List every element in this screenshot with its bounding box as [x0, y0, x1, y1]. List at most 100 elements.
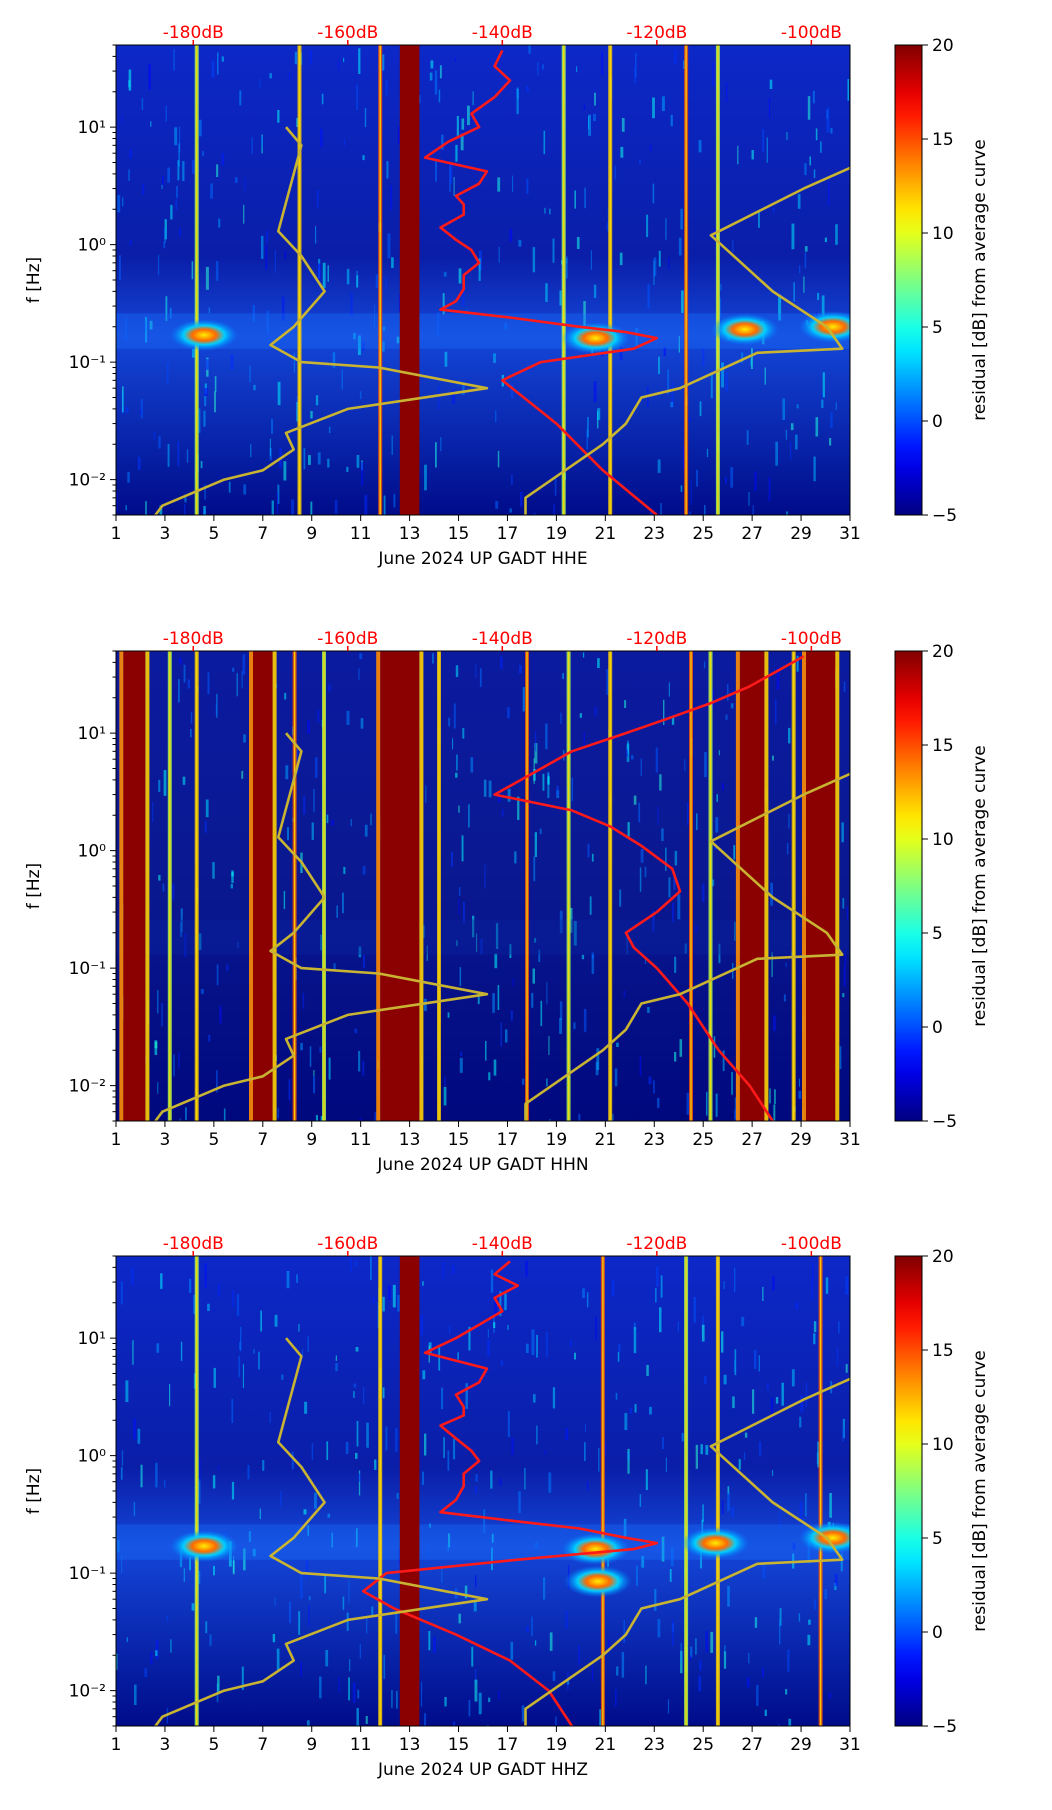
texture-streak	[159, 505, 163, 515]
x-tick-label: 29	[790, 1130, 812, 1150]
texture-streak	[355, 1452, 358, 1459]
texture-streak	[668, 257, 670, 270]
texture-streak	[313, 1070, 315, 1077]
texture-streak	[725, 82, 728, 102]
texture-streak	[333, 963, 336, 970]
texture-streak	[507, 707, 510, 719]
texture-streak	[799, 1501, 803, 1520]
texture-streak	[141, 98, 144, 110]
texture-streak	[364, 494, 368, 515]
texture-streak	[198, 1570, 201, 1584]
y-tick-label: 10⁰	[78, 236, 107, 256]
texture-streak	[754, 1349, 757, 1370]
texture-streak	[546, 981, 548, 1005]
texture-streak	[163, 770, 167, 796]
texture-streak	[424, 1713, 426, 1726]
texture-streak	[813, 169, 816, 179]
texture-streak	[346, 1612, 349, 1631]
texture-streak	[125, 407, 129, 414]
texture-streak	[731, 1072, 733, 1095]
texture-streak	[583, 301, 586, 326]
texture-streak	[223, 1108, 226, 1121]
texture-streak	[761, 1667, 764, 1678]
colorbar	[894, 650, 923, 1122]
texture-streak	[710, 372, 713, 399]
texture-streak	[540, 1000, 543, 1027]
texture-streak	[764, 1709, 767, 1716]
texture-streak	[840, 1553, 843, 1572]
texture-streak	[660, 503, 662, 515]
texture-streak	[661, 96, 665, 111]
colorbar-tick-label: 15	[932, 736, 954, 756]
texture-streak	[392, 1284, 396, 1308]
curve-nlnm	[153, 732, 489, 1121]
texture-streak	[120, 1467, 123, 1480]
texture-streak	[308, 1605, 310, 1626]
curve-nhnm	[524, 1376, 850, 1726]
texture-streak	[842, 1427, 844, 1442]
texture-streak	[447, 1450, 450, 1471]
top-db-label: -120dB	[626, 629, 687, 649]
texture-streak	[817, 1441, 820, 1468]
texture-streak	[177, 441, 180, 467]
texture-streak	[672, 1620, 674, 1646]
texture-streak	[370, 813, 372, 826]
texture-streak	[658, 250, 661, 267]
texture-streak	[363, 955, 365, 969]
texture-streak	[473, 1599, 477, 1612]
texture-streak	[821, 295, 825, 316]
energy-blob	[564, 1565, 632, 1598]
texture-streak	[360, 718, 364, 729]
bright-day-core	[298, 45, 301, 515]
texture-streak	[627, 822, 630, 837]
texture-streak	[783, 994, 786, 1002]
texture-streak	[296, 118, 299, 127]
texture-streak	[218, 1465, 220, 1471]
colorbar-tick-label: 20	[932, 36, 954, 56]
energy-blob	[170, 1530, 239, 1563]
texture-streak	[243, 734, 246, 743]
texture-streak	[606, 222, 609, 231]
texture-streak	[452, 1721, 456, 1726]
colorbar-tick-label: −5	[932, 1717, 957, 1737]
texture-streak	[353, 1391, 355, 1398]
texture-streak	[307, 1525, 309, 1536]
top-db-label: -180dB	[163, 1234, 224, 1254]
texture-streak	[734, 922, 736, 941]
texture-streak	[484, 864, 486, 889]
texture-streak	[353, 1383, 356, 1388]
texture-streak	[703, 661, 706, 669]
texture-streak	[507, 1324, 509, 1330]
texture-streak	[328, 684, 331, 692]
texture-streak	[167, 444, 170, 467]
colorbar-tick-label: 5	[932, 924, 943, 944]
texture-streak	[766, 137, 768, 163]
texture-streak	[128, 169, 130, 181]
saturated-edge	[272, 651, 277, 1121]
texture-streak	[274, 1314, 278, 1327]
texture-streak	[261, 134, 263, 154]
texture-streak	[669, 1569, 672, 1582]
texture-streak	[732, 240, 734, 253]
texture-streak	[702, 348, 705, 366]
texture-streak	[582, 1288, 585, 1299]
texture-streak	[710, 1631, 714, 1653]
texture-streak	[205, 266, 209, 290]
texture-streak	[548, 1036, 550, 1055]
texture-streak	[358, 1050, 361, 1072]
texture-streak	[674, 49, 677, 64]
texture-streak	[353, 333, 356, 340]
texture-streak	[762, 129, 764, 152]
texture-streak	[768, 98, 771, 119]
texture-streak	[785, 1689, 788, 1695]
texture-streak	[779, 1509, 781, 1529]
texture-streak	[448, 717, 451, 727]
texture-streak	[612, 1114, 614, 1121]
texture-streak	[723, 1374, 727, 1385]
texture-streak	[733, 845, 736, 860]
texture-streak	[386, 161, 389, 179]
texture-streak	[176, 186, 178, 198]
texture-streak	[326, 1441, 329, 1460]
x-tick-label: 19	[546, 1735, 568, 1755]
texture-streak	[598, 1448, 600, 1472]
